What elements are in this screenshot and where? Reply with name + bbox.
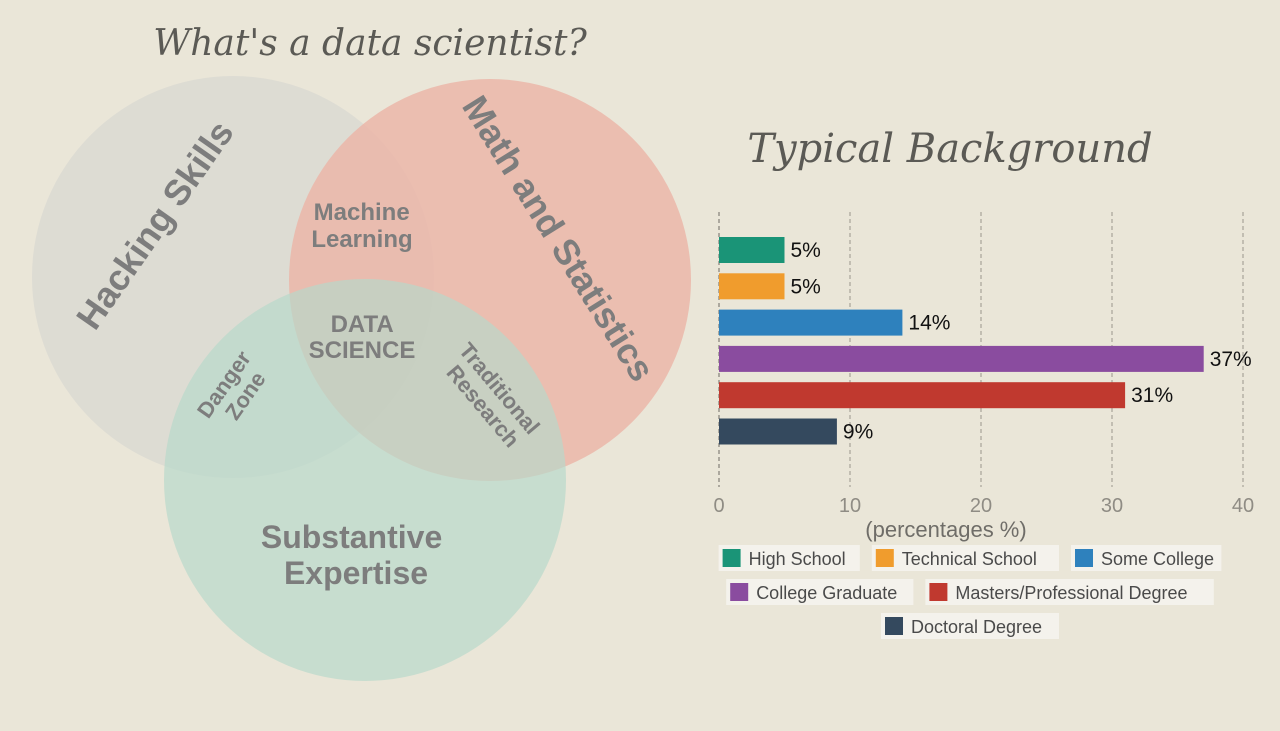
legend-label: Masters/Professional Degree xyxy=(955,583,1187,603)
x-tick-label: 40 xyxy=(1232,495,1254,517)
bar-value-label: 14% xyxy=(908,312,950,335)
data-science-line-2: SCIENCE xyxy=(309,337,416,364)
legend-item-bg xyxy=(718,545,860,571)
legend-item-bg xyxy=(925,579,1214,605)
machine-learning-label: Machine Learning xyxy=(311,199,416,253)
legend-swatch xyxy=(929,583,948,601)
expertise-line-1: Substantive xyxy=(261,519,442,555)
legend-item: Technical School xyxy=(871,545,1059,571)
venn-title: What's a data scientist? xyxy=(153,23,587,64)
machine-learning-line-1: Machine xyxy=(314,199,410,226)
x-axis-label: (percentages %) xyxy=(865,517,1026,542)
bar-value-label: 31% xyxy=(1131,384,1173,407)
legend-label: High School xyxy=(749,549,846,569)
chart-legend: High School Technical School Some College C… xyxy=(718,545,1222,639)
legend-item: High School xyxy=(718,545,860,571)
bar-value-label: 5% xyxy=(791,275,821,298)
legend-swatch xyxy=(885,617,903,635)
venn-diagram: What's a data scientist? Hacking Skills … xyxy=(32,23,691,681)
x-tick-label: 0 xyxy=(713,495,724,517)
bar-value-label: 5% xyxy=(791,239,821,262)
substantive-expertise-label: Substantive Expertise xyxy=(261,519,451,591)
legend-item: Masters/Professional Degree xyxy=(925,579,1214,605)
legend-swatch xyxy=(722,549,741,567)
legend-item-bg xyxy=(881,613,1059,639)
legend-swatch xyxy=(730,583,749,601)
legend-swatch xyxy=(875,549,894,567)
legend-swatch xyxy=(1075,549,1093,567)
bar-value-label: 37% xyxy=(1210,348,1252,371)
x-tick-label: 10 xyxy=(839,495,861,517)
legend-label: Some College xyxy=(1101,549,1214,569)
legend-item-bg xyxy=(1071,545,1222,571)
bar-value-label: 9% xyxy=(843,421,873,444)
data-science-label: DATA SCIENCE xyxy=(309,311,416,364)
legend-item: Doctoral Degree xyxy=(881,613,1059,639)
bar-high-school xyxy=(719,237,785,263)
circle-substantive-expertise xyxy=(164,279,566,681)
expertise-line-2: Expertise xyxy=(284,555,428,591)
bar-doctoral-degree xyxy=(719,418,837,445)
bar-some-college xyxy=(719,309,903,336)
chart-bars: 5% 5% 14% 37% 31% 9% xyxy=(719,237,1252,445)
chart-title: Typical Background xyxy=(747,126,1152,172)
x-tick-label: 20 xyxy=(970,495,992,517)
legend-item-bg xyxy=(871,545,1059,571)
legend-item-bg xyxy=(726,579,914,605)
data-science-line-1: DATA xyxy=(331,311,394,338)
background-bar-chart: Typical Background 5% 5% 14% 37% 31% 9% 0 10 20… xyxy=(713,126,1254,639)
bar-college-graduate xyxy=(719,345,1204,372)
legend-label: Technical School xyxy=(902,549,1037,569)
bar-masters-professional-degree xyxy=(719,382,1126,409)
chart-x-ticks: 0 10 20 30 40 xyxy=(713,495,1254,517)
x-tick-label: 30 xyxy=(1101,495,1123,517)
bar-technical-school xyxy=(719,273,785,300)
legend-label: College Graduate xyxy=(756,583,897,603)
legend-item: College Graduate xyxy=(726,579,914,605)
machine-learning-line-2: Learning xyxy=(311,226,412,253)
legend-item: Some College xyxy=(1071,545,1222,571)
legend-label: Doctoral Degree xyxy=(911,617,1042,637)
